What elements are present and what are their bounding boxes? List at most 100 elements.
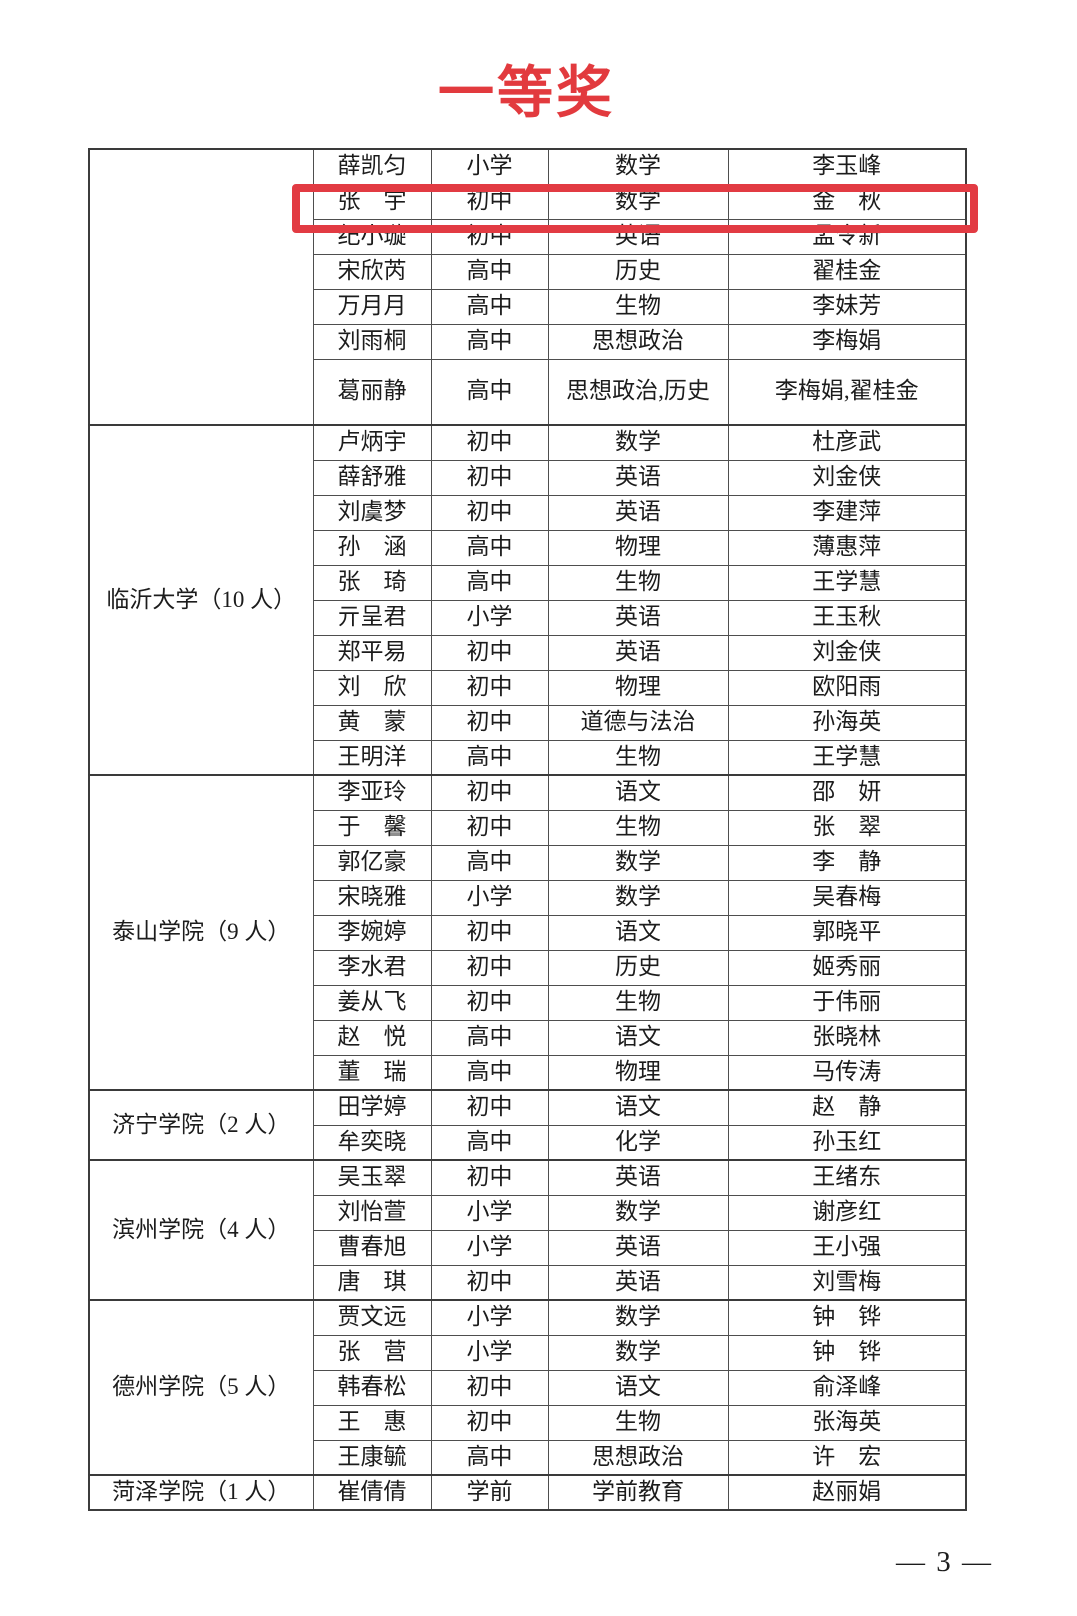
teacher-cell: 刘金侠: [727, 634, 967, 671]
level-cell: 小学: [430, 1334, 549, 1371]
name-cell: 葛丽静: [312, 358, 432, 426]
name-cell: 王明洋: [312, 739, 432, 776]
level-cell: 初中: [430, 809, 549, 846]
teacher-cell: 李 静: [727, 844, 967, 881]
table-row: 赵 悦高中 语文 张晓林: [89, 1019, 967, 1056]
name-cell: 李水君: [312, 949, 432, 986]
level-cell: 初中: [430, 984, 549, 1021]
subject-cell: 生物: [547, 564, 729, 601]
teacher-cell: 俞泽峰: [727, 1369, 967, 1406]
table-row: 宋欣芮 高中 历史 翟桂金: [89, 253, 967, 290]
level-cell: 初中: [430, 669, 549, 706]
level-cell: 初中: [430, 1404, 549, 1441]
teacher-cell: 张海英: [727, 1404, 967, 1441]
table-row: 刘雨桐 高中 思想政治 李梅娟: [89, 323, 967, 360]
teacher-cell: 李建萍: [727, 494, 967, 531]
table-row: 郭亿豪 高中 数学李 静: [89, 844, 967, 881]
table-row: 董 瑞高中 物理 马传涛: [89, 1054, 967, 1091]
subject-cell: 历史: [547, 949, 729, 986]
teacher-cell: 孟令新: [727, 218, 967, 255]
name-cell: 孙 涵: [312, 529, 432, 566]
subject-cell: 数学: [547, 844, 729, 881]
level-cell: 高中: [430, 739, 549, 776]
table-row: 张 营小学 数学钟 铧: [89, 1334, 967, 1371]
table-row: 亓呈君 小学 英语 王玉秋: [89, 599, 967, 636]
subject-cell: 英语: [547, 1264, 729, 1301]
page-title: 一等奖: [438, 61, 615, 124]
level-cell: 高中: [430, 1054, 549, 1091]
name-cell: 王康毓: [312, 1439, 432, 1476]
teacher-cell: 于伟丽: [727, 984, 967, 1021]
subject-cell: 数学: [547, 1334, 729, 1371]
teacher-cell: 薄惠萍: [727, 529, 967, 566]
name-cell: 于 馨: [312, 809, 432, 846]
subject-cell: 生物: [547, 739, 729, 776]
name-cell: 崔倩倩: [312, 1474, 432, 1511]
level-cell: 初中: [430, 1089, 549, 1126]
name-cell: 韩春松: [312, 1369, 432, 1406]
subject-cell: 物理: [547, 669, 729, 706]
name-cell: 唐 琪: [312, 1264, 432, 1301]
name-cell: 亓呈君: [312, 599, 432, 636]
level-cell: 初中: [430, 634, 549, 671]
teacher-cell: 钟 铧: [727, 1299, 967, 1336]
level-cell: 初中: [430, 183, 549, 220]
subject-cell: 英语: [547, 634, 729, 671]
name-cell: 贾文远: [312, 1299, 432, 1336]
teacher-cell: 杜彦武: [727, 424, 967, 461]
name-cell: 董 瑞: [312, 1054, 432, 1091]
table-row: 孙 涵高中 物理 薄惠萍: [89, 529, 967, 566]
level-cell: 小学: [430, 1194, 549, 1231]
teacher-cell: 姬秀丽: [727, 949, 967, 986]
table-row: 济宁学院（2 人） 田学婷 初中 语文赵 静: [88, 1089, 967, 1161]
university-cell: 济宁学院（2 人）: [88, 1089, 314, 1161]
subject-cell: 历史: [547, 253, 729, 290]
name-cell: 刘雨桐: [312, 323, 432, 360]
subject-cell: 语文: [547, 1019, 729, 1056]
table-row: 李水君 初中 历史 姬秀丽: [89, 949, 967, 986]
level-cell: 高中: [430, 564, 549, 601]
level-cell: 小学: [430, 148, 549, 185]
subject-cell: 思想政治: [547, 1439, 729, 1476]
level-cell: 小学: [430, 879, 549, 916]
subject-cell: 生物: [547, 809, 729, 846]
subject-cell: 英语: [547, 599, 729, 636]
subject-cell: 英语: [547, 459, 729, 496]
name-cell: 吴玉翠: [312, 1159, 432, 1196]
teacher-cell: 赵丽娟: [727, 1474, 967, 1511]
teacher-cell: 翟桂金: [727, 253, 967, 290]
name-cell: 刘虞梦: [312, 494, 432, 531]
subject-cell: 英语: [547, 1229, 729, 1266]
teacher-cell: 李玉峰: [727, 148, 967, 185]
teacher-cell: 王小强: [727, 1229, 967, 1266]
name-cell: 王 惠: [312, 1404, 432, 1441]
name-cell: 张 琦: [312, 564, 432, 601]
name-cell: 刘 欣: [312, 669, 432, 706]
teacher-cell: 许 宏: [727, 1439, 967, 1476]
teacher-cell: 马传涛: [727, 1054, 967, 1091]
table-row: 刘怡萱 小学 数学 谢彦红: [89, 1194, 967, 1231]
table-row: 德州学院（5 人） 贾文远 小学 数学钟 铧: [88, 1299, 967, 1476]
level-cell: 高中: [430, 844, 549, 881]
level-cell: 初中: [430, 459, 549, 496]
name-cell: 薛舒雅: [312, 459, 432, 496]
name-cell: 薛凯匀: [312, 148, 432, 185]
table-row: 张 琦高中 生物 王学慧: [89, 564, 967, 601]
level-cell: 初中: [430, 494, 549, 531]
teacher-cell: 吴春梅: [727, 879, 967, 916]
university-cell: 滨州学院（4 人）: [88, 1159, 314, 1301]
page-number: — 3 —: [896, 1546, 993, 1578]
table-row: 葛丽静 高中 思想政治,历史 李梅娟,翟桂金: [89, 358, 967, 426]
teacher-cell: 金 秋: [727, 183, 967, 220]
table-row: 薛舒雅 初中 英语 刘金侠: [89, 459, 967, 496]
name-cell: 刘怡萱: [312, 1194, 432, 1231]
teacher-cell: 赵 静: [727, 1089, 967, 1126]
level-cell: 高中: [430, 288, 549, 325]
table-row: 姜从飞 初中 生物 于伟丽: [89, 984, 967, 1021]
table-row: 黄 蒙初中 道德与法治 孙海英: [89, 704, 967, 741]
name-cell: 张 宇: [312, 183, 432, 220]
table-row: 万月月 高中 生物 李妹芳: [89, 288, 967, 325]
subject-cell: 数学: [547, 424, 729, 461]
name-cell: 黄 蒙: [312, 704, 432, 741]
teacher-cell: 王学慧: [727, 739, 967, 776]
